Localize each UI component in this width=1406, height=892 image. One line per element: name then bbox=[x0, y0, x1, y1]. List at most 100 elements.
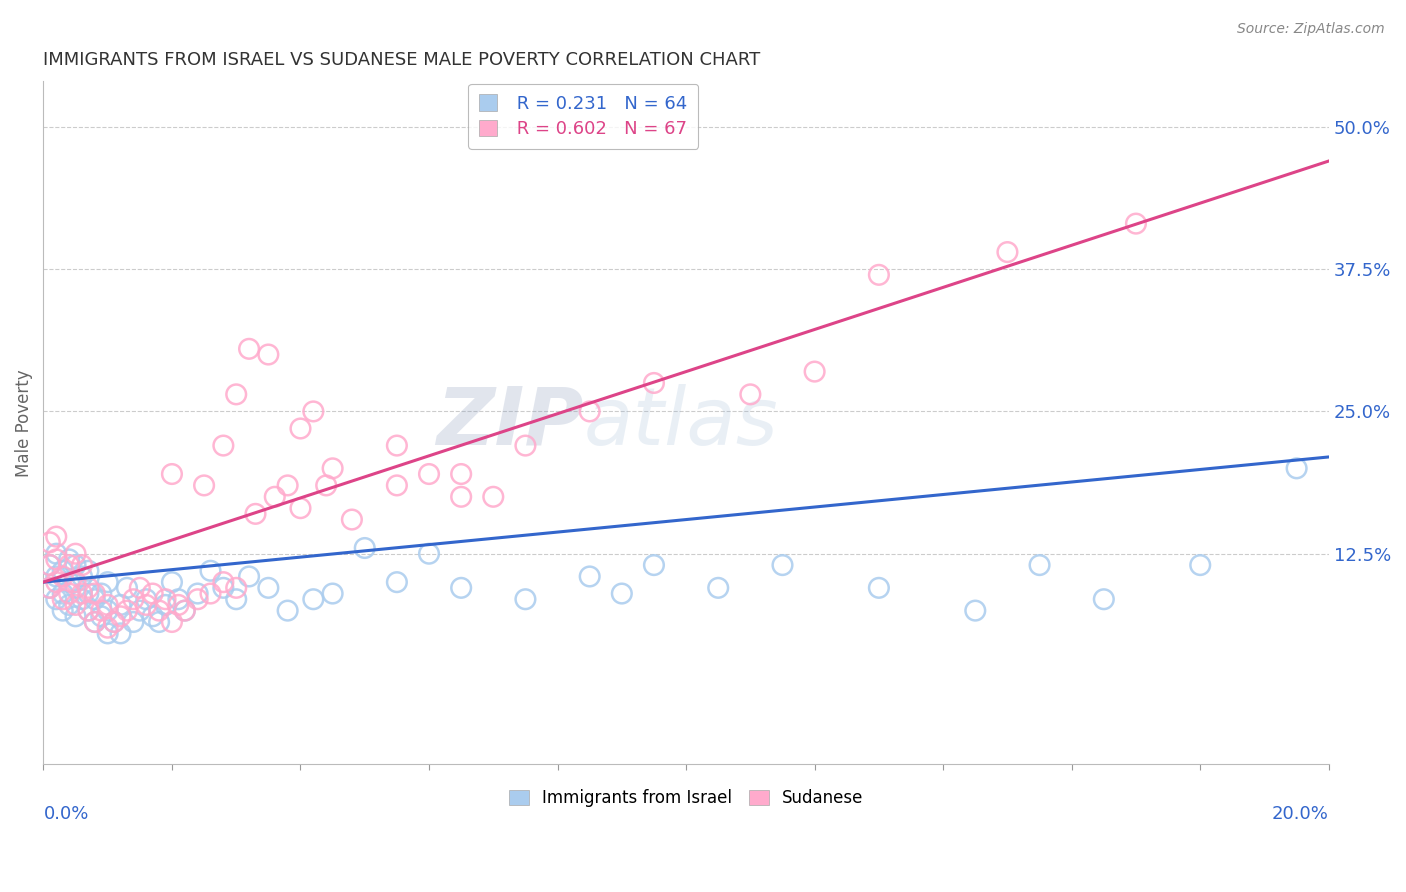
Point bbox=[385, 478, 408, 492]
Point bbox=[610, 586, 633, 600]
Point bbox=[77, 586, 100, 600]
Point bbox=[225, 592, 247, 607]
Point bbox=[128, 604, 150, 618]
Point bbox=[135, 598, 157, 612]
Point bbox=[52, 569, 75, 583]
Point bbox=[167, 598, 190, 612]
Point bbox=[302, 404, 325, 418]
Point bbox=[58, 558, 80, 573]
Point bbox=[302, 592, 325, 607]
Point bbox=[578, 404, 600, 418]
Text: 20.0%: 20.0% bbox=[1272, 805, 1329, 823]
Point bbox=[70, 592, 93, 607]
Point bbox=[263, 490, 285, 504]
Point bbox=[212, 575, 235, 590]
Point bbox=[290, 421, 312, 435]
Point bbox=[385, 575, 408, 590]
Point bbox=[160, 467, 183, 481]
Point bbox=[965, 604, 987, 618]
Point bbox=[97, 626, 120, 640]
Point bbox=[450, 581, 472, 595]
Text: IMMIGRANTS FROM ISRAEL VS SUDANESE MALE POVERTY CORRELATION CHART: IMMIGRANTS FROM ISRAEL VS SUDANESE MALE … bbox=[44, 51, 761, 69]
Point bbox=[740, 387, 762, 401]
Point bbox=[187, 592, 209, 607]
Point bbox=[155, 598, 177, 612]
Point bbox=[187, 586, 209, 600]
Point bbox=[77, 564, 100, 578]
Point bbox=[155, 592, 177, 607]
Point bbox=[65, 581, 87, 595]
Point bbox=[65, 558, 87, 573]
Point bbox=[97, 575, 120, 590]
Point bbox=[290, 501, 312, 516]
Text: atlas: atlas bbox=[583, 384, 778, 462]
Point bbox=[160, 575, 183, 590]
Point bbox=[97, 621, 120, 635]
Point bbox=[643, 558, 665, 573]
Point bbox=[110, 626, 132, 640]
Point bbox=[1028, 558, 1050, 573]
Text: 0.0%: 0.0% bbox=[44, 805, 89, 823]
Point bbox=[122, 615, 145, 629]
Point bbox=[45, 569, 67, 583]
Point bbox=[90, 604, 112, 618]
Point bbox=[225, 581, 247, 595]
Point bbox=[322, 461, 344, 475]
Point bbox=[38, 558, 60, 573]
Point bbox=[65, 609, 87, 624]
Point bbox=[45, 530, 67, 544]
Point bbox=[38, 535, 60, 549]
Point bbox=[77, 581, 100, 595]
Point bbox=[212, 581, 235, 595]
Text: ZIP: ZIP bbox=[436, 384, 583, 462]
Point bbox=[515, 592, 537, 607]
Point bbox=[578, 569, 600, 583]
Point bbox=[322, 586, 344, 600]
Y-axis label: Male Poverty: Male Poverty bbox=[15, 369, 32, 476]
Point bbox=[257, 581, 280, 595]
Point bbox=[515, 439, 537, 453]
Point bbox=[65, 575, 87, 590]
Point bbox=[65, 598, 87, 612]
Point bbox=[103, 615, 125, 629]
Point bbox=[52, 592, 75, 607]
Point bbox=[225, 387, 247, 401]
Point bbox=[83, 592, 105, 607]
Point bbox=[160, 615, 183, 629]
Point bbox=[803, 365, 825, 379]
Point bbox=[353, 541, 375, 555]
Point bbox=[58, 552, 80, 566]
Point bbox=[1125, 217, 1147, 231]
Point bbox=[52, 586, 75, 600]
Point bbox=[257, 347, 280, 361]
Point bbox=[103, 615, 125, 629]
Point bbox=[997, 245, 1019, 260]
Point bbox=[110, 609, 132, 624]
Point bbox=[482, 490, 505, 504]
Point bbox=[173, 604, 195, 618]
Point bbox=[868, 581, 890, 595]
Point bbox=[1092, 592, 1115, 607]
Point bbox=[97, 604, 120, 618]
Point bbox=[200, 586, 222, 600]
Point bbox=[38, 581, 60, 595]
Point bbox=[450, 467, 472, 481]
Point bbox=[52, 564, 75, 578]
Point bbox=[238, 569, 260, 583]
Point bbox=[77, 604, 100, 618]
Point bbox=[77, 604, 100, 618]
Point bbox=[418, 547, 440, 561]
Point bbox=[135, 592, 157, 607]
Point bbox=[115, 604, 138, 618]
Point bbox=[70, 569, 93, 583]
Point bbox=[97, 598, 120, 612]
Point bbox=[52, 604, 75, 618]
Point bbox=[70, 558, 93, 573]
Point bbox=[142, 586, 165, 600]
Point bbox=[45, 575, 67, 590]
Text: Source: ZipAtlas.com: Source: ZipAtlas.com bbox=[1237, 22, 1385, 37]
Point bbox=[128, 581, 150, 595]
Point bbox=[45, 552, 67, 566]
Point bbox=[200, 564, 222, 578]
Point bbox=[83, 615, 105, 629]
